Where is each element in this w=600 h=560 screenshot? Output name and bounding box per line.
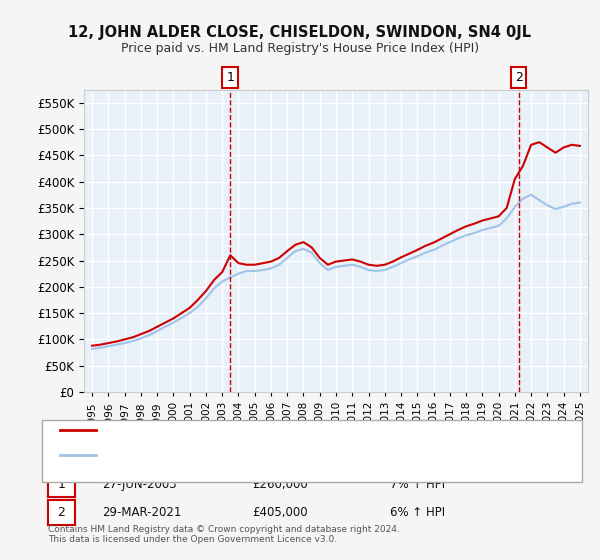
Text: 12, JOHN ALDER CLOSE, CHISELDON, SWINDON, SN4 0JL: 12, JOHN ALDER CLOSE, CHISELDON, SWINDON… bbox=[68, 25, 532, 40]
Text: 7% ↑ HPI: 7% ↑ HPI bbox=[390, 478, 445, 491]
Text: 29-MAR-2021: 29-MAR-2021 bbox=[102, 506, 181, 519]
Text: £405,000: £405,000 bbox=[252, 506, 308, 519]
Text: Contains HM Land Registry data © Crown copyright and database right 2024.
This d: Contains HM Land Registry data © Crown c… bbox=[48, 525, 400, 544]
Text: Price paid vs. HM Land Registry's House Price Index (HPI): Price paid vs. HM Land Registry's House … bbox=[121, 42, 479, 55]
Text: £260,000: £260,000 bbox=[252, 478, 308, 491]
Text: 6% ↑ HPI: 6% ↑ HPI bbox=[390, 506, 445, 519]
Text: 12, JOHN ALDER CLOSE, CHISELDON, SWINDON, SN4 0JL (detached house): 12, JOHN ALDER CLOSE, CHISELDON, SWINDON… bbox=[102, 424, 491, 435]
Text: 2: 2 bbox=[58, 506, 65, 519]
Text: 1: 1 bbox=[58, 478, 65, 491]
Text: 2: 2 bbox=[515, 71, 523, 84]
Text: 27-JUN-2003: 27-JUN-2003 bbox=[102, 478, 176, 491]
Text: 1: 1 bbox=[226, 71, 234, 84]
Text: HPI: Average price, detached house, Swindon: HPI: Average price, detached house, Swin… bbox=[102, 450, 339, 460]
